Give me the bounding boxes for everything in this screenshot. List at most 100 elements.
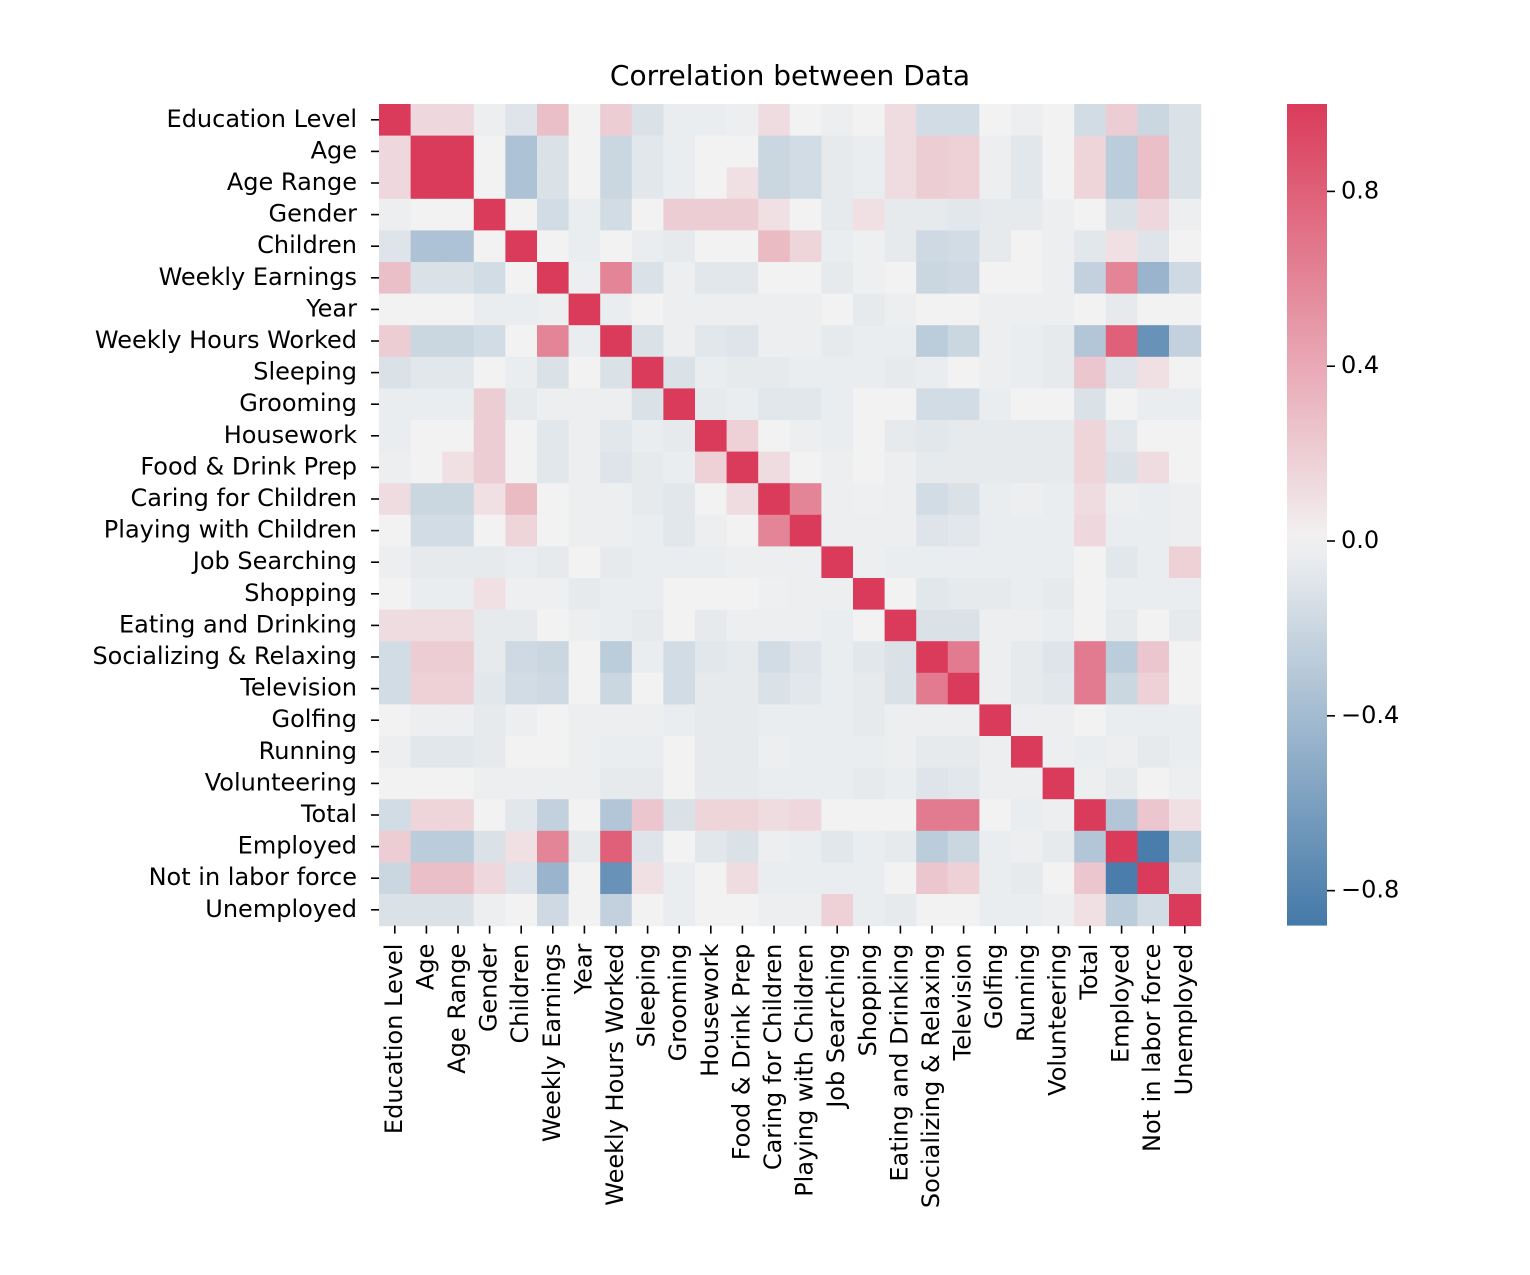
x-tick-label: Food & Drink Prep [727, 944, 755, 1161]
heatmap-cell [1074, 736, 1107, 769]
heatmap-cell [884, 135, 917, 168]
heatmap-cell [631, 451, 664, 484]
heatmap-cell [979, 483, 1012, 516]
heatmap-cell [884, 104, 917, 137]
heatmap-cell [442, 641, 475, 674]
heatmap-cell [916, 198, 949, 231]
heatmap-cell [505, 736, 538, 769]
x-tick-label: Weekly Hours Worked [601, 944, 629, 1206]
heatmap-cell [1042, 546, 1075, 579]
heatmap-cell [600, 799, 633, 832]
heatmap-cell [537, 262, 570, 295]
heatmap-cell [726, 167, 759, 200]
heatmap-cell [568, 230, 601, 263]
heatmap-cell [758, 388, 791, 421]
heatmap-cell [1137, 135, 1170, 168]
heatmap-cell [1169, 198, 1202, 231]
heatmap-cell [758, 609, 791, 642]
heatmap-cell [916, 420, 949, 453]
heatmap-cell [758, 799, 791, 832]
heatmap-cell [379, 641, 412, 674]
heatmap-cell [884, 862, 917, 895]
heatmap-cell [410, 672, 443, 705]
colorbar [1287, 104, 1327, 926]
heatmap-cell [1074, 135, 1107, 168]
heatmap-cell [726, 230, 759, 263]
heatmap-cell [916, 451, 949, 484]
heatmap-cell [726, 830, 759, 863]
y-tick-label: Playing with Children [104, 516, 357, 544]
heatmap-cell [1074, 167, 1107, 200]
heatmap-cell [789, 641, 822, 674]
heatmap-cell [379, 546, 412, 579]
heatmap-cell [537, 609, 570, 642]
heatmap-cell [695, 420, 728, 453]
heatmap-cell [916, 135, 949, 168]
heatmap-cell [1011, 546, 1044, 579]
heatmap-cell [758, 325, 791, 358]
heatmap-cell [979, 862, 1012, 895]
heatmap-cell [442, 230, 475, 263]
heatmap-cell [537, 578, 570, 611]
heatmap-cell [473, 230, 506, 263]
heatmap-cell [568, 894, 601, 927]
heatmap-cell [473, 736, 506, 769]
heatmap-cell [758, 641, 791, 674]
heatmap-cell [379, 862, 412, 895]
heatmap-cell [537, 704, 570, 737]
heatmap-cell [726, 578, 759, 611]
heatmap-cell [916, 325, 949, 358]
heatmap-cell [695, 672, 728, 705]
colorbar-tick-label: −0.4 [1341, 701, 1399, 729]
heatmap-cell [1011, 830, 1044, 863]
heatmap-cell [505, 262, 538, 295]
heatmap-cell [1074, 388, 1107, 421]
heatmap-cell [1074, 578, 1107, 611]
heatmap-cell [916, 609, 949, 642]
x-tick-label: Total [1075, 944, 1103, 1001]
heatmap-cell [758, 546, 791, 579]
heatmap-cell [758, 262, 791, 295]
heatmap-cell [1074, 704, 1107, 737]
heatmap-cell [758, 356, 791, 389]
heatmap-cell [853, 578, 886, 611]
heatmap-cell [1105, 293, 1138, 326]
heatmap-cell [1011, 514, 1044, 547]
heatmap-cell [695, 483, 728, 516]
heatmap-cell [442, 388, 475, 421]
heatmap-cell [1011, 641, 1044, 674]
heatmap-cell [979, 894, 1012, 927]
heatmap-cell [1105, 862, 1138, 895]
y-tick-label: Housework [224, 421, 357, 449]
heatmap-cell [442, 167, 475, 200]
heatmap-cell [1042, 799, 1075, 832]
heatmap-cell [821, 799, 854, 832]
heatmap-cell [505, 514, 538, 547]
heatmap-cell [884, 704, 917, 737]
heatmap-cell [1137, 198, 1170, 231]
heatmap-cell [505, 325, 538, 358]
y-tick-label: Caring for Children [130, 484, 357, 512]
heatmap-cell [1011, 167, 1044, 200]
heatmap-cell [568, 830, 601, 863]
heatmap-cell [505, 356, 538, 389]
heatmap-cell [663, 830, 696, 863]
heatmap-cell [410, 262, 443, 295]
heatmap-cell [1105, 767, 1138, 800]
heatmap-cell [1074, 862, 1107, 895]
heatmap-cell [916, 262, 949, 295]
heatmap-cell [568, 704, 601, 737]
heatmap-cell [884, 356, 917, 389]
heatmap-cell [1011, 578, 1044, 611]
heatmap-cell [537, 799, 570, 832]
heatmap-cell [379, 388, 412, 421]
x-tick-label: Age Range [443, 944, 471, 1074]
y-tick-label: Total [300, 800, 357, 828]
heatmap-cell [1074, 830, 1107, 863]
heatmap-cell [821, 894, 854, 927]
heatmap-cell [379, 104, 412, 137]
y-tick-label: Food & Drink Prep [140, 452, 357, 480]
heatmap-cell [473, 451, 506, 484]
colorbar-tick-label: 0.0 [1341, 526, 1379, 554]
heatmap-cell [853, 862, 886, 895]
